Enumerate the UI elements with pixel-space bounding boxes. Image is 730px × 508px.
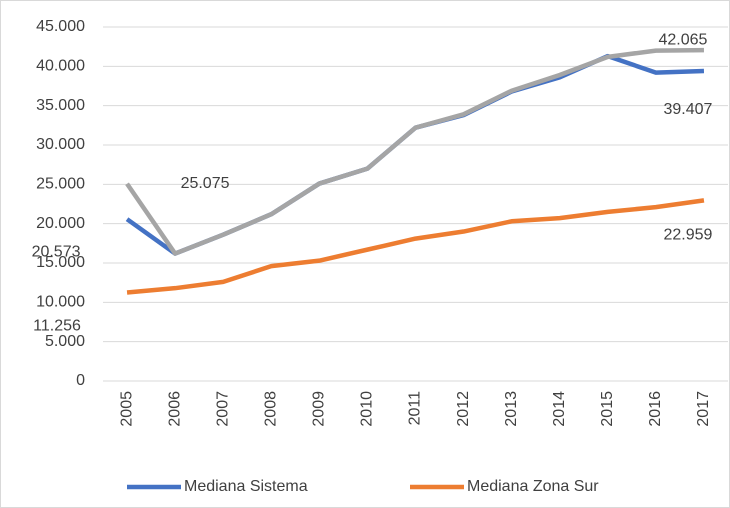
y-tick-label: 10.000 [36,294,85,311]
x-tick-label: 2006 [166,391,183,427]
line-series [126,198,705,295]
data-label: 39.407 [663,101,712,118]
y-tick-label: 45.000 [36,18,85,35]
line-series [125,47,704,256]
data-label: 20.573 [32,243,81,260]
legend-label: Mediana Zona Sur [467,478,599,495]
y-tick-label: 30.000 [36,136,85,153]
x-tick-label: 2011 [407,391,424,426]
y-tick-label: 25.000 [36,176,85,193]
x-tick-label: 2008 [262,391,279,427]
data-label: 25.075 [181,175,230,192]
x-tick-label: 2014 [551,391,568,427]
y-tick-label: 35.000 [36,97,85,114]
x-tick-label: 2017 [695,391,712,427]
x-tick-label: 2009 [311,391,328,427]
x-tick-label: 2015 [599,391,616,427]
x-tick-label: 2013 [503,391,520,427]
y-tick-label: 20.000 [36,215,85,232]
data-label: 42.065 [658,31,707,48]
x-tick-label: 2005 [118,391,135,427]
y-tick-label: 0 [76,372,85,389]
data-label: 22.959 [663,227,712,244]
data-label: 11.256 [33,318,81,335]
x-tick-label: 2007 [214,391,231,427]
y-tick-label: 5.000 [45,333,85,350]
legend-label: Mediana Sistema [184,478,308,495]
y-tick-label: 15.000 [36,254,85,271]
y-tick-label: 40.000 [36,58,85,75]
x-tick-label: 2012 [455,391,472,427]
x-tick-label: 2010 [359,391,376,427]
x-tick-label: 2016 [647,391,664,427]
